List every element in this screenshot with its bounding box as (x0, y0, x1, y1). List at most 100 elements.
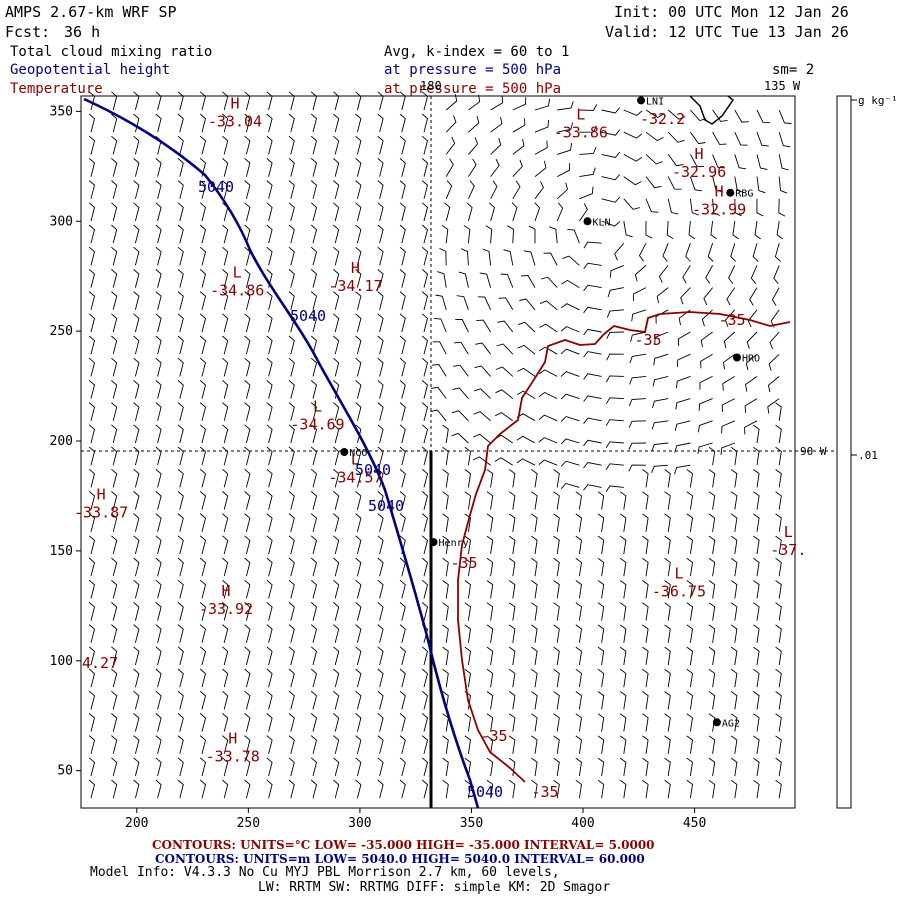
wind-barb (690, 131, 706, 145)
wind-barb (421, 380, 429, 399)
wind-barb (439, 247, 447, 266)
wind-barb (553, 624, 560, 643)
smoothing-label: sm= 2 (772, 62, 815, 78)
wind-barb (310, 690, 318, 710)
wind-barb (776, 220, 784, 240)
wind-barb (734, 132, 748, 146)
wind-barb (111, 535, 118, 555)
wind-barb (377, 446, 384, 466)
wind-barb (155, 446, 162, 466)
wind-barb (355, 269, 362, 288)
wind-barb (399, 269, 406, 288)
wind-barb (689, 176, 702, 192)
wind-barb (464, 557, 471, 577)
wind-barb (355, 535, 362, 555)
wind-barb (468, 158, 477, 177)
wind-barb (288, 446, 295, 466)
extremum-value: -36.75 (652, 583, 706, 601)
wind-barb (133, 313, 140, 333)
wind-barb (597, 624, 605, 643)
wind-barb (662, 243, 669, 262)
wind-barb (686, 535, 693, 555)
height-contour-info: CONTOURS: UNITS=m LOW= 5040.0 HIGH= 5040… (155, 852, 645, 866)
wind-barb (177, 291, 184, 310)
wind-barb (355, 602, 362, 621)
wind-barb (399, 113, 406, 133)
wind-barb (111, 357, 118, 377)
wind-barb (155, 224, 162, 244)
wind-barb (664, 535, 671, 555)
wind-barb (377, 646, 384, 666)
wind-barb (399, 313, 406, 333)
wind-barb (556, 182, 569, 200)
wind-barb (508, 535, 516, 555)
wind-barb (753, 580, 760, 599)
wind-barb (288, 335, 295, 355)
wind-barb (730, 446, 738, 466)
wind-barb (730, 243, 737, 262)
wind-barb (177, 357, 184, 377)
wind-barb (689, 198, 700, 216)
wind-barb (288, 468, 295, 488)
wind-barb (442, 757, 449, 777)
wind-barb (355, 624, 362, 643)
wind-barb (88, 402, 96, 421)
wind-barb (244, 313, 251, 333)
wind-barb (556, 163, 571, 177)
wind-barb (508, 491, 516, 510)
wind-barb (474, 365, 491, 377)
wind-barb (266, 291, 273, 310)
wind-barb (516, 390, 536, 399)
wind-barb (676, 353, 691, 368)
wind-barb (721, 420, 735, 434)
wind-barb (531, 668, 538, 688)
wind-barb (355, 513, 362, 532)
wind-barb (333, 624, 340, 643)
wind-barb (133, 668, 140, 688)
wind-barb (377, 491, 384, 510)
wind-barb (464, 513, 471, 532)
temperature-contour-label: -35 (718, 311, 745, 329)
wind-barb (486, 668, 494, 688)
wind-barb (333, 202, 340, 222)
wind-barb (756, 198, 764, 217)
wind-barb (778, 198, 786, 217)
wind-barb (222, 602, 229, 621)
wind-barb (507, 225, 514, 244)
wind-barb (464, 469, 471, 488)
wind-barb (266, 246, 273, 266)
wind-barb (753, 713, 760, 732)
wind-barb (538, 437, 558, 444)
wind-barb (645, 220, 653, 239)
wind-barb (399, 735, 406, 754)
wind-barb (430, 409, 447, 422)
wind-barb (111, 624, 118, 643)
wind-barb (775, 735, 782, 754)
wind-barb (377, 513, 384, 532)
wind-barb (244, 291, 251, 310)
extremum-value: -33.04 (208, 112, 262, 130)
wind-barb (244, 357, 251, 377)
extremum-marker: H (228, 729, 237, 747)
wind-barb (664, 624, 671, 643)
wind-barb (531, 535, 538, 555)
wind-barb (652, 398, 669, 409)
wind-barb (399, 380, 406, 399)
wind-barb (111, 513, 118, 532)
wind-barb (445, 180, 453, 199)
wind-barb (355, 91, 362, 111)
extremum-marker: H (351, 259, 360, 277)
wind-barb (133, 468, 140, 488)
wind-barb (421, 269, 429, 288)
wind-barb (88, 557, 96, 577)
wind-barb (531, 580, 538, 599)
wind-barb (199, 668, 207, 688)
wind-barb (707, 243, 714, 262)
wind-barb (177, 557, 184, 577)
wind-barb (494, 457, 514, 466)
wind-barb (155, 646, 162, 666)
wind-barb (747, 309, 758, 328)
wind-barb (333, 291, 340, 310)
wind-barb (606, 375, 624, 383)
wind-barb (619, 602, 627, 621)
